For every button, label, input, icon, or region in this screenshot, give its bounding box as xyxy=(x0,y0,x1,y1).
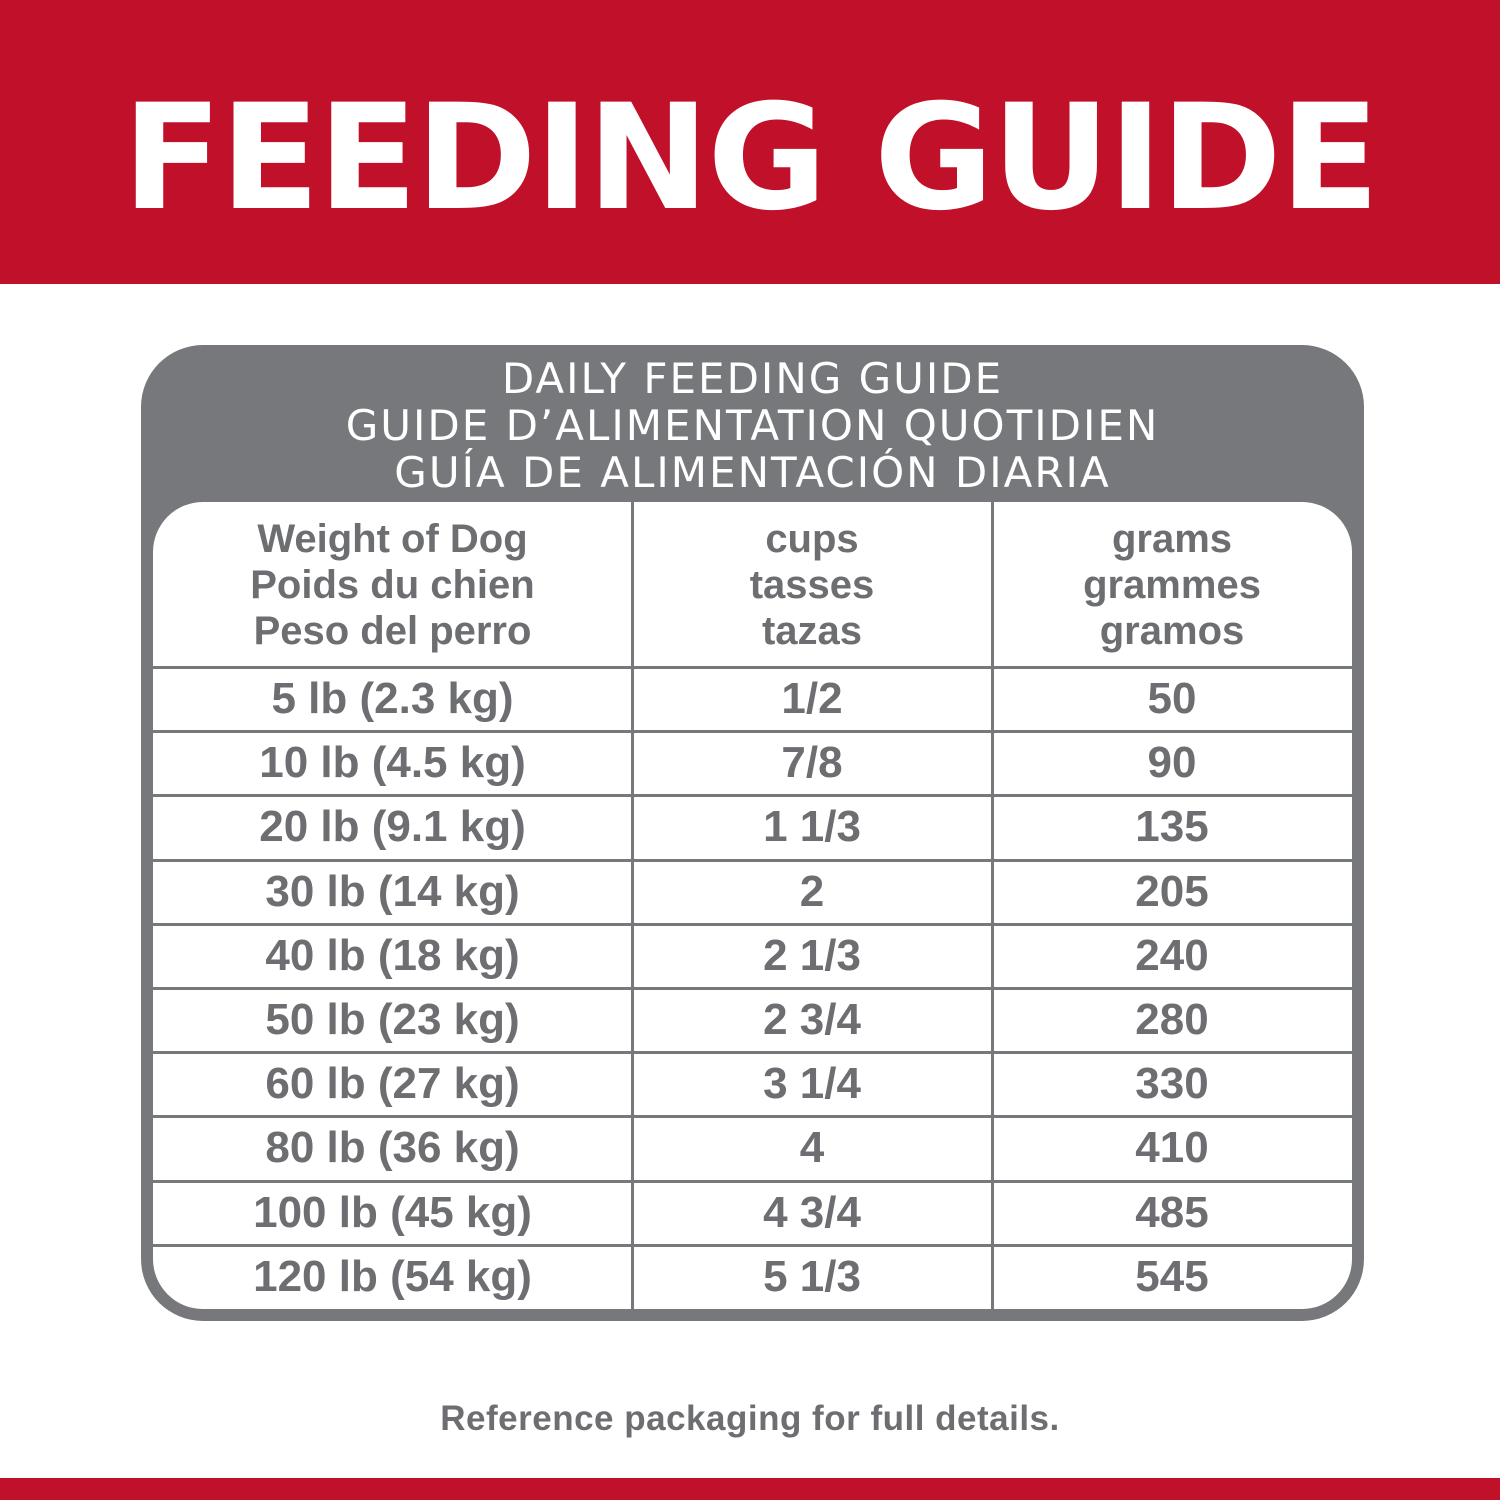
row-divider xyxy=(153,987,1352,990)
page-title: FEEDING GUIDE xyxy=(122,73,1379,243)
row-divider xyxy=(153,1115,1352,1119)
panel-title-spanish: GUÍA DE ALIMENTACIÓN DIARIA xyxy=(394,448,1111,497)
header-cups: cups tasses tazas xyxy=(632,502,992,667)
table-cell-grams: 135 xyxy=(1135,802,1209,852)
bottom-bar xyxy=(0,1478,1500,1500)
table-cell-cups: 2 1/3 xyxy=(763,930,861,980)
column-divider xyxy=(991,502,994,1309)
row-divider xyxy=(153,922,1352,926)
panel-header: DAILY FEEDING GUIDE GUIDE D’ALIMENTATION… xyxy=(141,355,1364,496)
table-cell-grams: 545 xyxy=(1135,1251,1209,1301)
header-grams-en: grams xyxy=(1111,516,1233,561)
table-cell-grams: 205 xyxy=(1135,866,1209,916)
table-cell-weight: 120 lb (54 kg) xyxy=(253,1251,532,1301)
column-divider xyxy=(631,502,634,1309)
table-cell-weight: 10 lb (4.5 kg) xyxy=(259,738,526,788)
panel-title-english: DAILY FEEDING GUIDE xyxy=(501,354,1004,403)
table-cell-weight: 50 lb (23 kg) xyxy=(265,995,520,1045)
row-divider xyxy=(153,1179,1352,1183)
header-weight-es: Peso del perro xyxy=(253,608,532,653)
feeding-guide-panel: DAILY FEEDING GUIDE GUIDE D’ALIMENTATION… xyxy=(141,345,1364,1321)
table-cell-weight: 100 lb (45 kg) xyxy=(253,1187,532,1237)
row-divider xyxy=(153,1051,1352,1055)
table-cell-weight: 20 lb (9.1 kg) xyxy=(259,802,526,852)
header-grams-fr: grammes xyxy=(1083,562,1261,607)
table-cell-grams: 330 xyxy=(1135,1059,1209,1109)
row-divider xyxy=(153,858,1352,862)
row-divider xyxy=(153,730,1352,734)
header-cups-en: cups xyxy=(765,516,859,561)
table-cell-cups: 1 1/3 xyxy=(763,802,861,852)
header-cups-es: tazas xyxy=(761,608,863,653)
header-cups-fr: tasses xyxy=(749,562,875,607)
row-divider xyxy=(153,794,1352,798)
header-banner: FEEDING GUIDE xyxy=(0,0,1500,284)
table-cell-grams: 410 xyxy=(1135,1123,1209,1173)
header-weight-fr: Poids du chien xyxy=(250,562,535,607)
feeding-table: Weight of Dog Poids du chien Peso del pe… xyxy=(153,502,1352,1309)
table-cell-cups: 5 1/3 xyxy=(763,1251,861,1301)
header-grams-es: gramos xyxy=(1099,608,1245,653)
footer-note: Reference packaging for full details. xyxy=(440,1399,1060,1438)
table-cell-weight: 40 lb (18 kg) xyxy=(265,930,520,980)
header-divider xyxy=(153,666,1352,669)
header-weight: Weight of Dog Poids du chien Peso del pe… xyxy=(153,502,632,667)
table-cell-cups: 7/8 xyxy=(781,738,843,788)
panel-title-french: GUIDE D’ALIMENTATION QUOTIDIEN xyxy=(345,401,1160,450)
table-cell-cups: 1/2 xyxy=(781,674,843,724)
table-cell-cups: 4 xyxy=(799,1123,825,1173)
table-cell-weight: 60 lb (27 kg) xyxy=(265,1059,520,1109)
header-grams: grams grammes gramos xyxy=(992,502,1352,667)
table-cell-weight: 30 lb (14 kg) xyxy=(265,866,520,916)
table-cell-weight: 80 lb (36 kg) xyxy=(265,1123,520,1173)
table-cell-cups: 3 1/4 xyxy=(763,1059,861,1109)
table-cell-grams: 90 xyxy=(1147,738,1197,788)
table-cell-cups: 4 3/4 xyxy=(763,1187,861,1237)
table-cell-cups: 2 3/4 xyxy=(763,995,861,1045)
table-cell-grams: 50 xyxy=(1147,674,1197,724)
table-cell-grams: 240 xyxy=(1135,930,1209,980)
header-weight-en: Weight of Dog xyxy=(257,516,528,561)
table-cell-weight: 5 lb (2.3 kg) xyxy=(271,674,514,724)
table-cell-cups: 2 xyxy=(799,866,825,916)
row-divider xyxy=(153,1243,1352,1247)
table-cell-grams: 485 xyxy=(1135,1187,1209,1237)
table-cell-grams: 280 xyxy=(1135,995,1209,1045)
